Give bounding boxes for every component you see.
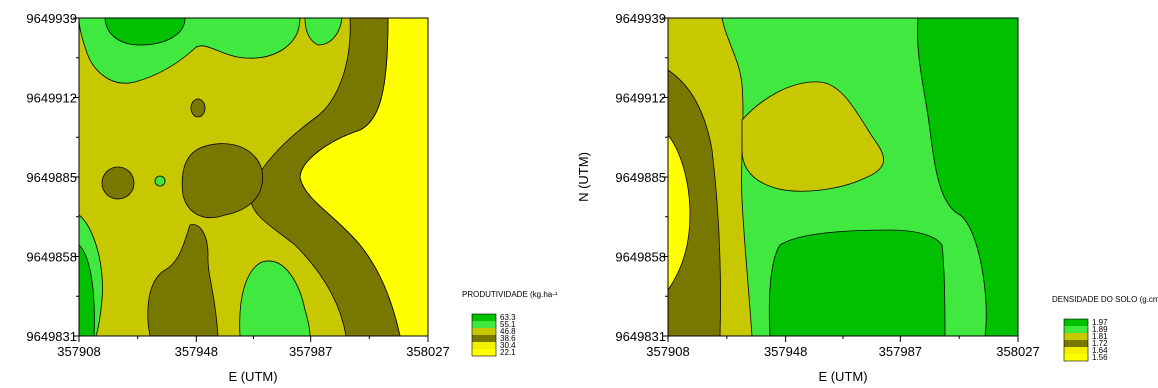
y-tick-label: 9649831: [615, 329, 666, 344]
legend-label: 46.8: [500, 327, 516, 336]
legend-swatch: [472, 335, 496, 342]
legend-swatch: [1064, 326, 1088, 333]
y-tick-label: 9649858: [26, 250, 77, 265]
y-tick-label: 9649912: [615, 91, 666, 106]
x-tick-label: 357948: [175, 344, 218, 359]
y-tick-label: 9649939: [615, 11, 666, 26]
legend-swatch: [1064, 340, 1088, 347]
y-tick-label: 9649885: [615, 170, 666, 185]
legend-swatch: [1064, 319, 1088, 326]
y-tick-label: 9649858: [615, 250, 666, 265]
x-axis-title-produtividade: E (UTM): [228, 369, 277, 384]
legend-label: 1.72: [1092, 339, 1108, 348]
legend-swatch: [1064, 347, 1088, 354]
zone-olive-dark-small: [190, 98, 206, 118]
zone-olive-dark-center: [181, 143, 264, 219]
zone-green-bottom-center: [239, 260, 311, 336]
zone-green-small: [154, 175, 166, 187]
x-tick-label: 357908: [646, 344, 689, 359]
legend-label: 1.64: [1092, 346, 1108, 355]
legend-label: 22.1: [500, 348, 516, 357]
legend-label: 63.3: [500, 313, 516, 322]
legend-label: 38.6: [500, 334, 516, 343]
legend-title: PRODUTIVIDADE (kg.ha-¹: [462, 290, 558, 299]
x-tick-label: 357987: [879, 344, 922, 359]
zone-yellow-left: [668, 134, 691, 291]
legend-label: 1.97: [1092, 318, 1108, 327]
legend-produtividade: PRODUTIVIDADE (kg.ha-¹ 63.355.146.838.630…: [462, 290, 558, 357]
legend-label: 30.4: [500, 341, 516, 350]
y-tick-label: 9649939: [26, 11, 77, 26]
y-tick-label: 9649885: [26, 170, 77, 185]
x-axis-title-densidade: E (UTM): [818, 369, 867, 384]
zone-olive-dark-spot: [101, 166, 135, 200]
legend-swatch: [1064, 354, 1088, 361]
y-axis-title-densidade: N (UTM): [576, 152, 591, 202]
contour-fill-produtividade: [79, 18, 428, 336]
map-densidade: 357908 357948 357987 358027 9649831 9649858 96…: [576, 11, 1158, 384]
y-tick-label: 9649912: [26, 91, 77, 106]
legend-title: DENSIDADE DO SOLO (g.cm3): [1052, 295, 1158, 304]
legend-swatch: [472, 314, 496, 321]
legend-swatch: [472, 328, 496, 335]
legend-swatch: [472, 342, 496, 349]
legend-label: 55.1: [500, 320, 516, 329]
legend-densidade: DENSIDADE DO SOLO (g.cm3) 1.971.891.811.7…: [1052, 295, 1158, 362]
zone-olive-light-tongue: [741, 81, 884, 192]
y-tick-label: 9649831: [26, 329, 77, 344]
zone-olive-dark-band: [668, 69, 721, 336]
x-tick-label: 357987: [289, 344, 332, 359]
zone-olive-dark-lower: [147, 224, 219, 336]
legend-frame: [1063, 318, 1089, 362]
x-tick-label: 358027: [996, 344, 1039, 359]
legend-swatch: [1064, 333, 1088, 340]
legend-swatch: [472, 349, 496, 356]
map-produtividade: 357908 357948 357987 358027 9649831 9649858 96…: [26, 11, 558, 384]
axes-densidade: 357908 357948 357987 358027 9649831 9649858 96…: [615, 11, 1039, 359]
legend-label: 1.56: [1092, 353, 1108, 362]
x-tick-label: 357948: [764, 344, 807, 359]
contour-fill-densidade: [668, 18, 1018, 336]
zone-green-top-dark: [104, 18, 186, 46]
legend-label: 1.81: [1092, 332, 1108, 341]
zone-green-dark-right: [917, 18, 1018, 336]
zone-green-dark-bottom: [768, 229, 946, 336]
legend-swatch: [472, 321, 496, 328]
axes-produtividade: 357908 357948 357987 358027 9649831 9649858 96…: [26, 11, 449, 359]
x-tick-label: 357908: [57, 344, 100, 359]
x-tick-label: 358027: [406, 344, 449, 359]
zone-green-top-right: [304, 18, 343, 46]
legend-frame: [471, 313, 497, 357]
legend-label: 1.89: [1092, 325, 1108, 334]
